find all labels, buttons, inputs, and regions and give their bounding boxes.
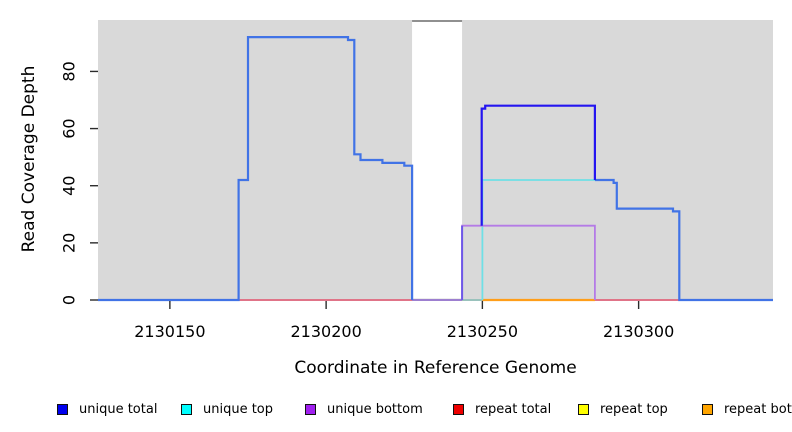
legend-label: unique total — [79, 401, 158, 417]
series-unique-total-peak — [480, 104, 597, 226]
x-axis-title: Coordinate in Reference Genome — [294, 358, 577, 378]
legend-swatch-icon — [181, 403, 192, 415]
x-tick-label: 2130250 — [447, 322, 518, 341]
y-axis-title: Read Coverage Depth — [19, 65, 39, 253]
legend-swatch-icon — [702, 403, 713, 415]
legend-item-unique-total: unique total — [57, 398, 157, 420]
x-tick-label: 2130200 — [290, 322, 361, 341]
legend-label: unique top — [203, 401, 274, 417]
y-tick-label: 20 — [60, 233, 79, 253]
x-tick-label: 2130300 — [603, 322, 674, 341]
legend-item-unique-top: unique top — [181, 398, 273, 420]
y-tick-label: 0 — [60, 295, 79, 305]
series-unique-total-right-tail — [594, 178, 773, 302]
legend-swatch-icon — [57, 403, 68, 415]
y-tick-label: 40 — [60, 176, 79, 196]
legend-item-unique-bottom: unique bottom — [305, 398, 423, 420]
legend-item-repeat-total: repeat total — [453, 398, 551, 420]
masked-region — [412, 21, 463, 299]
x-tick-label: 2130150 — [134, 322, 205, 341]
legend-label: repeat total — [475, 401, 552, 417]
legend-label: repeat bottom — [724, 401, 792, 417]
legend-item-repeat-top: repeat top — [578, 398, 668, 420]
legend-swatch-icon — [578, 403, 589, 415]
series-unique-total-left-block — [98, 35, 414, 302]
legend: unique total unique top unique bottom repea… — [0, 398, 792, 424]
legend-swatch-icon — [305, 403, 316, 415]
y-tick-label: 60 — [60, 118, 79, 138]
y-tick-label: 80 — [60, 61, 79, 81]
legend-label: repeat top — [600, 401, 668, 417]
legend-swatch-icon — [453, 403, 464, 415]
legend-item-repeat-bottom: repeat bottom — [702, 398, 792, 420]
legend-label: unique bottom — [327, 401, 423, 417]
coverage-plot-canvas: 0 20 40 60 80 2130150 2130200 2130250 2130300 — [60, 20, 773, 341]
